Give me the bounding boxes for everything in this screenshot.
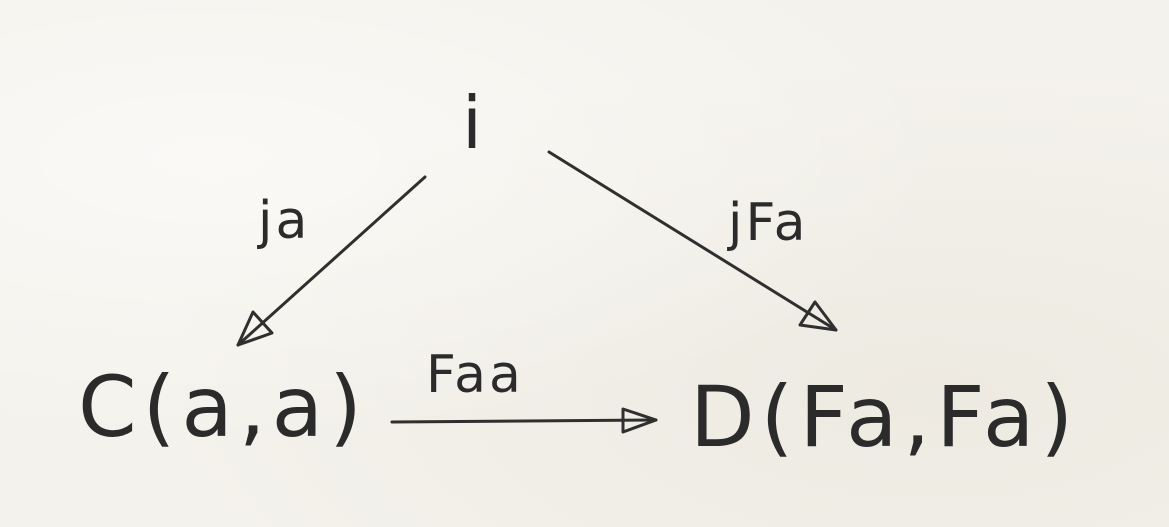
arrow-apex-left-shaft (236, 175, 427, 347)
arrow-apex-right-shaft (547, 150, 838, 332)
edge-label-left-right: Faa (426, 345, 524, 405)
node-left: C(a,a) (78, 358, 368, 456)
arrow-apex-left-head (236, 310, 274, 347)
node-apex: i (462, 81, 482, 165)
arrow-apex-right-head (798, 300, 838, 332)
arrow-apex-to-right (547, 150, 838, 332)
arrow-apex-to-left (236, 175, 427, 347)
arrow-left-right-shaft (390, 418, 658, 424)
node-right: D(Fa,Fa) (690, 368, 1079, 466)
arrow-left-to-right (390, 407, 658, 434)
arrow-left-right-head (621, 407, 658, 434)
edge-label-apex-right: jFa (727, 193, 808, 253)
edge-label-apex-left: ja (257, 191, 310, 251)
